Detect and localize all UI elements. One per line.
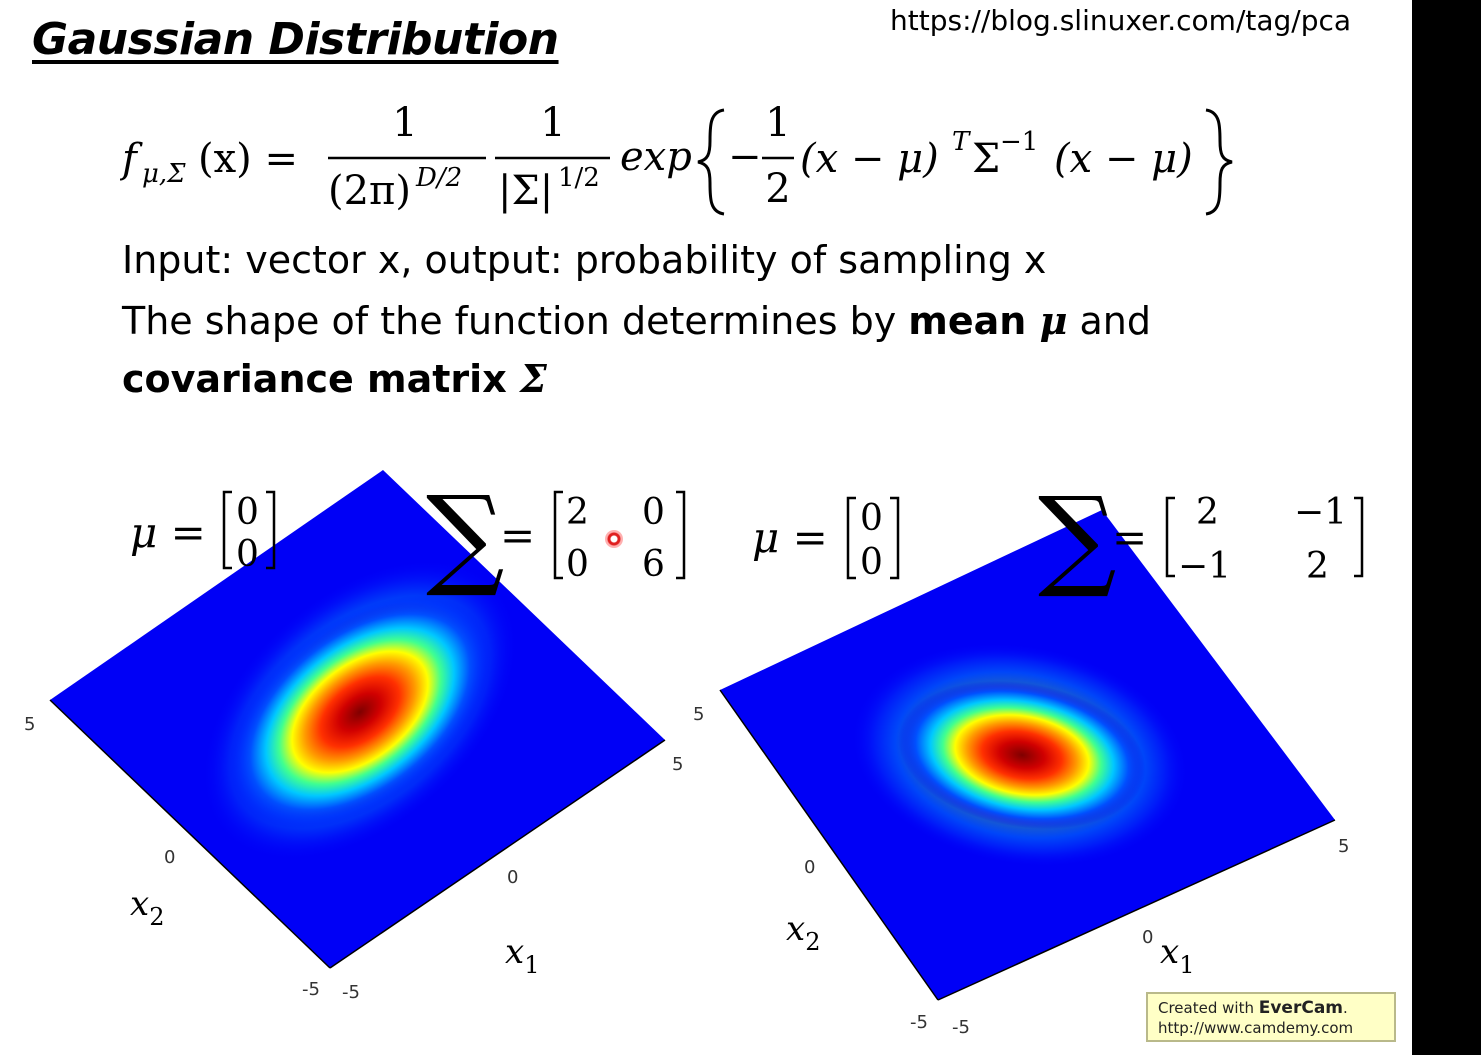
right-brace [1205,108,1233,216]
formula-term-b: (x − μ) [1054,136,1193,182]
tick-x1-5-b: 5 [1338,836,1349,857]
tick-x2-0-b: 0 [804,857,815,878]
tick-x1-5: 5 [672,754,683,775]
gaussian-surface-plot-1: 5 0 -5 -5 0 5 x2 x1 μ = 0 0 ∑ = 2 0 0 6 [24,470,686,1003]
mu-1-bottom: 0 [236,534,259,575]
sigma-symbol: Σ [519,356,547,401]
formula-term-a: (x − μ) [800,136,939,182]
axis-ticks-2 [719,689,1336,1001]
shape-line-text: The shape of the function determines by [122,299,909,343]
sigma-1-21: 0 [566,544,589,585]
watermark-brand: EverCam [1258,998,1344,1018]
params-2: μ = 0 0 ∑ = 2 −1 −1 2 [752,473,1364,601]
watermark-url: http://www.camdemy.com [1158,1019,1354,1037]
mu-2-top: 0 [860,498,883,539]
evercam-watermark: Created with EverCam. http://www.camdemy… [1146,992,1396,1042]
tick-x2-neg5-b: -5 [910,1012,928,1033]
formula-minus: − [728,134,762,180]
formula-sigma-sup: −1 [1000,127,1038,157]
sigma-2-21: −1 [1178,546,1231,587]
formula-exp: exp [620,134,692,180]
gaussian-pdf-formula: f μ,Σ (x) = 1 (2π) D/2 1 |Σ| 1/2 exp − 1… [120,100,1233,216]
tick-x2-5-b: 5 [693,704,704,725]
sigma-sum-1: ∑ [426,472,505,600]
sigma-equals-2: = [1112,513,1147,562]
tick-x2-0: 0 [164,847,175,868]
formula-sigma: Σ [972,136,1000,182]
mu-symbol: μ [1039,298,1068,343]
input-output-line: Input: vector x, output: probability of … [122,238,1047,282]
frac1-numerator: 1 [392,100,417,146]
right-black-strip [1412,0,1481,1055]
sigma-1-22: 6 [642,544,665,585]
frac2-denominator: |Σ| [498,168,553,214]
left-brace [697,108,725,216]
half-denominator: 2 [765,166,790,212]
sigma-2-11: 2 [1196,492,1219,533]
tick-x1-neg5-b: -5 [952,1017,970,1038]
axis-label-x2: x2 [130,884,164,931]
covariance-line: covariance matrix Σ [122,356,547,401]
sigma-2-22: 2 [1306,546,1329,587]
pointer-cursor-dot [605,530,623,548]
formula-term-a-sup: T [952,127,971,157]
sigma-sum-2: ∑ [1038,473,1117,601]
tick-x1-0-b: 0 [1142,927,1153,948]
axis-label-x1-b: x1 [1160,932,1194,979]
frac1-exponent: D/2 [415,163,462,193]
sigma-equals-1: = [500,511,535,560]
tick-x1-neg5: -5 [342,982,360,1003]
frac2-exponent: 1/2 [558,163,600,193]
half-numerator: 1 [765,100,790,146]
mu-2-bottom: 0 [860,542,883,583]
sigma-1-11: 2 [566,492,589,533]
tick-x1-0: 0 [507,867,518,888]
axis-label-x1: x1 [505,932,539,979]
gaussian-peak-1 [229,595,491,829]
source-url: https://blog.slinuxer.com/tag/pca [890,4,1352,37]
shape-line-end: and [1067,299,1152,343]
slide-title: Gaussian Distribution [32,14,559,65]
covariance-label: covariance matrix [122,357,520,401]
gaussian-peak-2 [898,680,1146,830]
mean-label: mean [908,299,1040,343]
axis-ticks-1 [49,699,666,969]
gaussian-surface-plot-2: 5 0 -5 -5 0 5 x2 x1 μ = 0 0 ∑ = 2 −1 −1 … [693,473,1364,1038]
tick-x2-neg5: -5 [302,979,320,1000]
frac2-numerator: 1 [540,100,565,146]
mu-1-top: 0 [236,492,259,533]
sigma-2-12: −1 [1294,492,1347,533]
sigma-1-12: 0 [642,492,665,533]
axis-label-x2-b: x2 [786,909,820,956]
frac1-denominator: (2π) [328,168,411,214]
mu-label-2: μ = [752,513,828,562]
tick-x2-5: 5 [24,714,35,735]
mu-label-1: μ = [130,508,206,557]
formula-f-subscript: μ,Σ [142,159,186,189]
shape-line: The shape of the function determines by … [122,298,1151,343]
formula-lhs-arg: (x) = [198,136,298,182]
formula-f: f [120,136,143,182]
params-1: μ = 0 0 ∑ = 2 0 0 6 [130,472,686,600]
watermark-prefix: Created with [1158,999,1259,1017]
